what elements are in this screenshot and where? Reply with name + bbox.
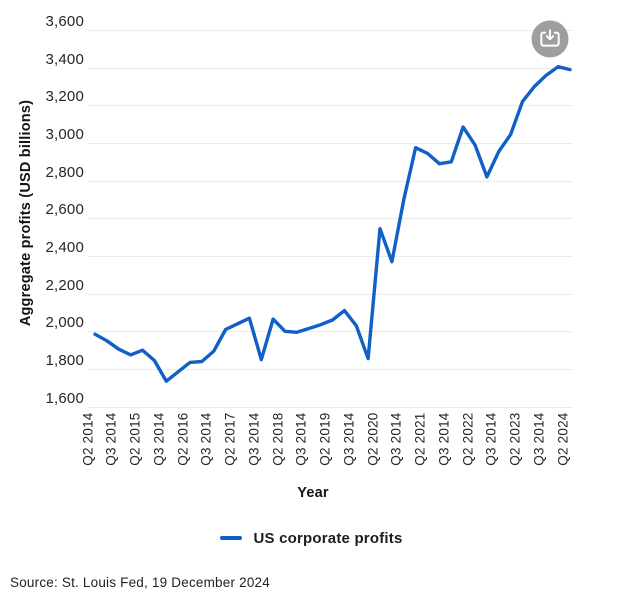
y-tick-label: 2,400: [45, 239, 84, 256]
gridline: [88, 369, 572, 370]
gridline: [88, 67, 572, 69]
y-tick-label: 3,200: [45, 88, 84, 106]
gridline: [88, 331, 572, 333]
download-button[interactable]: [531, 20, 569, 58]
legend-line-swatch: [220, 535, 243, 541]
x-tick-label: Q2 2018: [270, 412, 285, 466]
y-tick-label: 3,600: [45, 13, 84, 30]
x-tick-label: Q3 2014: [436, 412, 452, 466]
y-tick-label: 3,000: [45, 126, 84, 143]
x-tick-label: Q2 2019: [317, 412, 333, 466]
profit-line-chart: [93, 65, 572, 383]
y-tick-label: 2,000: [45, 314, 84, 332]
gridline: [88, 180, 572, 182]
x-tick-label: Q2 2015: [127, 412, 143, 466]
gridline: [88, 143, 572, 144]
x-tick-label: Q2 2021: [412, 412, 428, 466]
x-tick-label: Q2 2016: [175, 412, 190, 466]
y-tick-label: 3,400: [45, 50, 84, 68]
y-tick-label: 2,800: [45, 163, 84, 181]
legend-series-label: US corporate profits: [253, 529, 403, 547]
gridline: [88, 406, 572, 408]
x-tick-label: Q3 2014: [293, 412, 309, 466]
x-axis-title: Year: [297, 485, 329, 501]
gridline: [88, 30, 572, 31]
x-tick-label: Q2 2014: [80, 412, 95, 466]
y-axis-title: Aggregate profits (USD billions): [18, 99, 34, 327]
x-tick-label: Q3 2014: [531, 412, 547, 466]
x-tick-label: Q2 2020: [365, 412, 380, 466]
download-icon: [540, 29, 560, 47]
x-tick-label: Q3 2014: [246, 412, 262, 466]
gridline: [88, 105, 572, 107]
x-tick-label: Q3 2014: [483, 412, 499, 466]
x-tick-label: Q2 2022: [460, 412, 475, 466]
x-tick-label: Q3 2014: [388, 412, 404, 466]
y-tick-label: 1,600: [45, 389, 84, 407]
source-attribution: Source: St. Louis Fed, 19 December 2024: [10, 575, 270, 590]
y-tick-label: 1,800: [45, 352, 84, 369]
gridline: [88, 218, 572, 220]
x-tick-label: Q3 2014: [341, 412, 357, 466]
x-tick-label: Q3 2014: [198, 412, 214, 466]
gridline: [88, 256, 572, 257]
x-tick-label: Q2 2017: [222, 412, 238, 466]
x-tick-label: Q3 2014: [103, 412, 119, 466]
x-tick-label: Q2 2024: [555, 412, 570, 466]
x-tick-label: Q3 2014: [151, 412, 167, 466]
y-tick-label: 2,200: [45, 276, 84, 294]
y-tick-label: 2,600: [45, 201, 84, 219]
x-tick-label: Q2 2023: [507, 412, 523, 466]
gridline: [88, 293, 572, 295]
us-corporate-profits-line: [93, 65, 572, 383]
legend[interactable]: US corporate profits: [0, 527, 623, 549]
